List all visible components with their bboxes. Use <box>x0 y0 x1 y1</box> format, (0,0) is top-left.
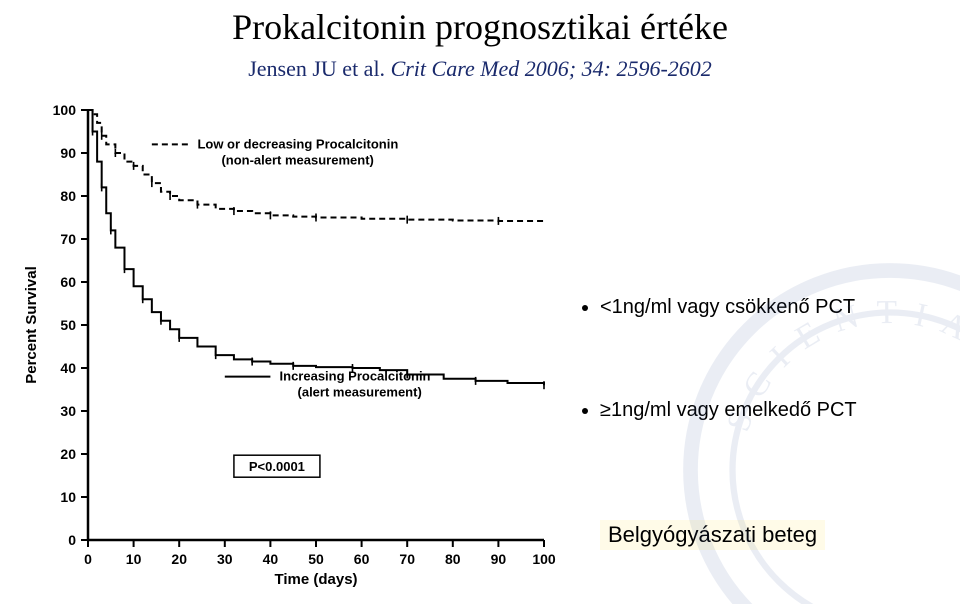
svg-text:Low or decreasing Procalcitoni: Low or decreasing Procalcitonin <box>197 136 398 151</box>
svg-text:10: 10 <box>126 551 142 567</box>
page-title: Prokalcitonin prognosztikai értéke <box>0 6 960 48</box>
svg-text:10: 10 <box>60 489 76 505</box>
svg-text:Increasing Procalcitonin: Increasing Procalcitonin <box>280 369 431 384</box>
svg-text:Time (days): Time (days) <box>274 571 357 588</box>
svg-text:20: 20 <box>171 551 187 567</box>
svg-text:40: 40 <box>263 551 279 567</box>
svg-text:100: 100 <box>53 102 77 118</box>
svg-text:90: 90 <box>491 551 507 567</box>
citation-journal: Crit Care Med 2006; 34: 2596-2602 <box>391 56 712 81</box>
svg-text:100: 100 <box>532 551 556 567</box>
svg-text:(alert measurement): (alert measurement) <box>298 385 422 400</box>
svg-text:30: 30 <box>60 403 76 419</box>
bullet-low-pct: <1ng/ml vagy csökkenő PCT <box>600 296 960 319</box>
svg-text:Percent Survival: Percent Survival <box>23 266 40 384</box>
citation-author: Jensen JU et al. <box>248 56 390 81</box>
svg-text:50: 50 <box>308 551 324 567</box>
svg-text:70: 70 <box>399 551 415 567</box>
svg-text:40: 40 <box>60 360 76 376</box>
svg-text:60: 60 <box>354 551 370 567</box>
svg-text:50: 50 <box>60 317 76 333</box>
svg-text:30: 30 <box>217 551 233 567</box>
bullet-list: <1ng/ml vagy csökkenő PCT ≥1ng/ml vagy e… <box>560 296 960 502</box>
svg-text:90: 90 <box>60 145 76 161</box>
svg-text:0: 0 <box>68 532 76 548</box>
svg-text:80: 80 <box>445 551 461 567</box>
citation: Jensen JU et al. Crit Care Med 2006; 34:… <box>0 56 960 82</box>
svg-text:(non-alert measurement): (non-alert measurement) <box>221 152 373 167</box>
bullet-high-pct: ≥1ng/ml vagy emelkedő PCT <box>600 399 960 422</box>
svg-text:20: 20 <box>60 446 76 462</box>
svg-text:60: 60 <box>60 274 76 290</box>
survival-chart: 0 10 20 30 40 50 60 70 80 90 100 0 10 20 30 40 50 60 70 80 9… <box>18 100 558 596</box>
footer-label: Belgyógyászati beteg <box>600 520 825 550</box>
svg-text:0: 0 <box>84 551 92 567</box>
svg-text:P<0.0001: P<0.0001 <box>249 459 305 474</box>
svg-text:80: 80 <box>60 188 76 204</box>
svg-text:70: 70 <box>60 231 76 247</box>
